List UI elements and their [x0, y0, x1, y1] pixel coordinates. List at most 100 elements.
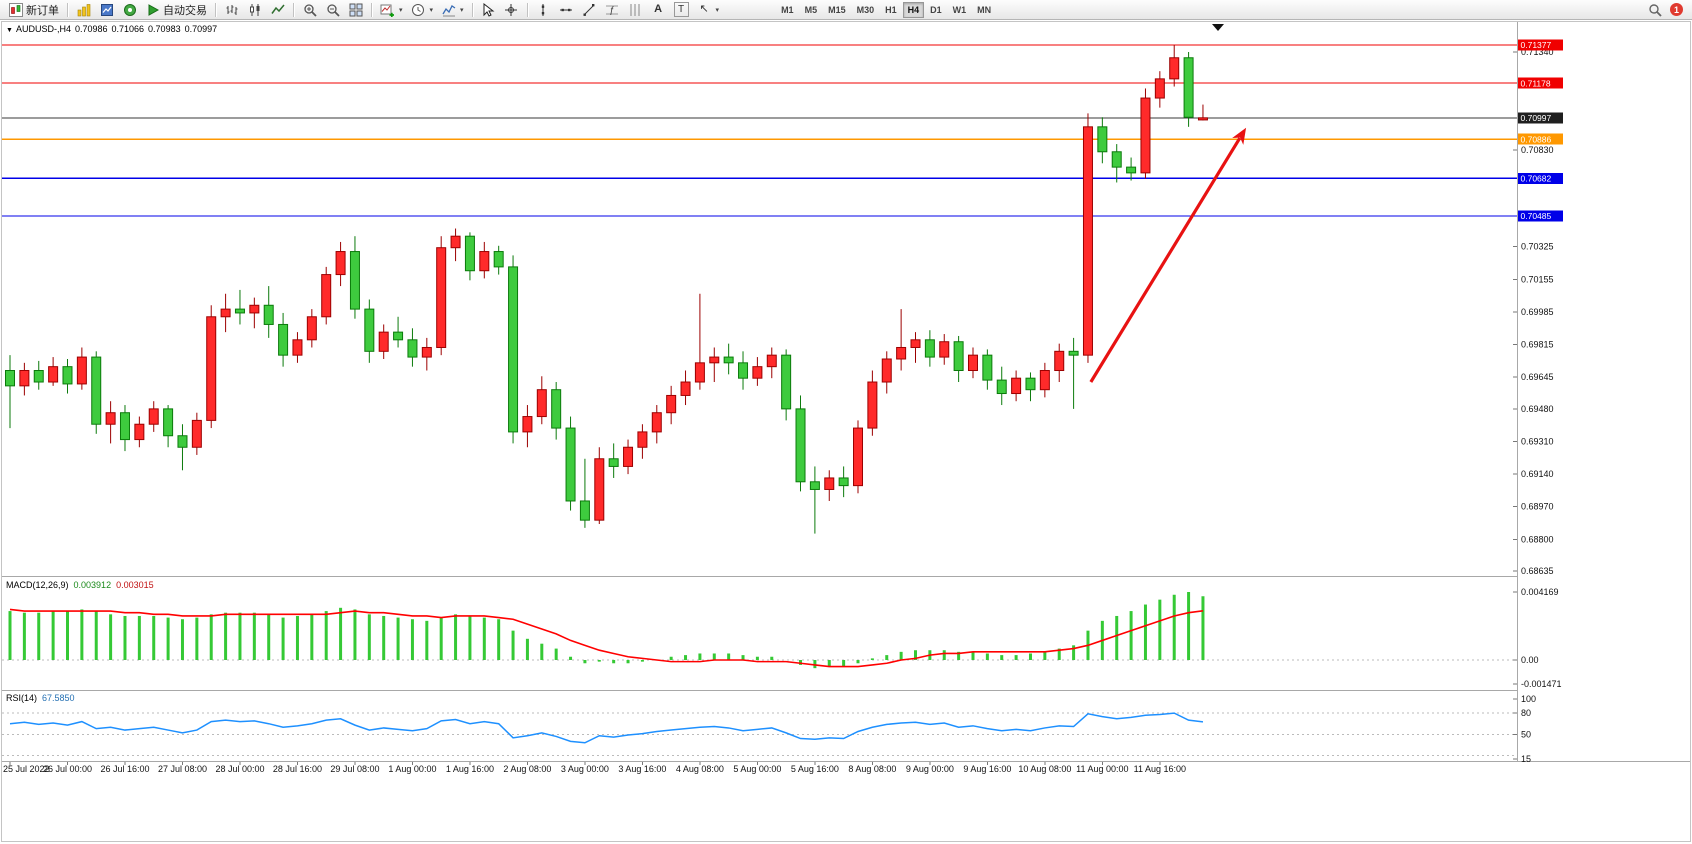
crosshair-button[interactable] — [501, 1, 522, 19]
bar-chart-button[interactable] — [221, 1, 242, 19]
search-button[interactable] — [1644, 1, 1665, 19]
macd-axis-label: -0.001471 — [1521, 679, 1562, 689]
timeframe-m1[interactable]: M1 — [776, 2, 799, 18]
candle-body — [522, 416, 533, 433]
candle-body — [824, 477, 835, 490]
time-label: 28 Jul 00:00 — [215, 764, 264, 774]
candle-body — [896, 346, 907, 360]
clock-icon — [411, 2, 426, 17]
timeframe-h1[interactable]: H1 — [880, 2, 902, 18]
candle-body — [206, 316, 217, 421]
price-tag-label: 0.70485 — [1521, 211, 1552, 221]
candle-body — [234, 308, 245, 314]
timeframe-h4[interactable]: H4 — [902, 1, 925, 18]
timeframe-m5[interactable]: M5 — [800, 2, 823, 18]
price-tag-label: 0.70997 — [1521, 113, 1552, 123]
auto-trading-button[interactable]: 自动交易 — [142, 1, 210, 19]
toolbar-separator — [293, 2, 294, 17]
candle-body — [349, 251, 360, 310]
candle-body — [1011, 377, 1022, 395]
candle-body — [781, 354, 792, 410]
search-icon — [1647, 2, 1662, 17]
new-chart-button[interactable]: ▾ — [377, 1, 406, 19]
candle-body — [637, 431, 648, 448]
candle-body — [939, 341, 950, 358]
cursor-icon — [481, 2, 496, 17]
candle-body — [191, 419, 202, 448]
new-order-label: 新订单 — [26, 4, 59, 17]
timeframe-m15[interactable]: M15 — [823, 2, 851, 18]
notification-badge[interactable]: 1 — [1670, 3, 1683, 16]
cycle-lines-icon — [628, 2, 643, 17]
trend-arrow-line[interactable] — [1089, 137, 1242, 383]
arrows-tool-button[interactable]: ↖ ▾ — [694, 1, 723, 19]
symbol-period-label: AUDUSD-,H4 — [15, 24, 71, 34]
candlestick-chart-button[interactable] — [244, 1, 265, 19]
time-label: 4 Aug 08:00 — [676, 764, 724, 774]
candle-body — [723, 356, 734, 364]
candle-body — [119, 412, 130, 441]
zoom-out-button[interactable] — [322, 1, 343, 19]
dropdown-caret[interactable]: ▾ — [460, 6, 464, 14]
candle-body — [1068, 350, 1079, 356]
timeframe-w1[interactable]: W1 — [948, 2, 972, 18]
candle-body — [752, 366, 763, 379]
timeframe-toolbar: M1 M5 M15 M30 H1 H4 D1 W1 MN — [776, 1, 996, 18]
timeframe-m30[interactable]: M30 — [852, 2, 880, 18]
line-chart-button[interactable] — [267, 1, 288, 19]
symbol-dropdown-icon[interactable]: ▼ — [6, 27, 13, 34]
price-axis-label: 0.69140 — [1521, 469, 1554, 479]
price-tag-label: 0.70682 — [1521, 173, 1552, 183]
trendline-tool-button[interactable] — [579, 1, 600, 19]
candle-body — [220, 308, 231, 318]
price-tag — [1518, 210, 1563, 222]
new-order-button[interactable]: 新订单 — [5, 1, 62, 19]
trend-arrow-head[interactable] — [1232, 127, 1247, 145]
trendline-icon — [582, 2, 597, 17]
horizontal-line-icon — [559, 2, 574, 17]
price-tag — [1518, 133, 1563, 145]
market-watch-button[interactable] — [96, 1, 117, 19]
horizontal-line-tool-button[interactable] — [556, 1, 577, 19]
candle-body — [867, 381, 878, 429]
price-axis-label: 0.69480 — [1521, 404, 1554, 414]
chart-shift-marker[interactable] — [1212, 24, 1224, 31]
vertical-line-tool-button[interactable] — [533, 1, 554, 19]
timeframe-d1[interactable]: D1 — [925, 2, 947, 18]
timeframe-mn[interactable]: MN — [972, 2, 996, 18]
candle-body — [738, 362, 749, 379]
time-label: 3 Aug 00:00 — [561, 764, 609, 774]
time-label: 2 Aug 08:00 — [503, 764, 551, 774]
time-label: 1 Aug 16:00 — [446, 764, 494, 774]
time-label: 5 Aug 00:00 — [733, 764, 781, 774]
price-tag — [1518, 172, 1563, 184]
tile-windows-button[interactable] — [345, 1, 366, 19]
candle-body — [76, 356, 87, 385]
cycle-lines-tool-button[interactable] — [625, 1, 646, 19]
text-tool-button[interactable]: A — [648, 1, 669, 19]
price-tag-label: 0.70886 — [1521, 134, 1552, 144]
fibonacci-tool-button[interactable]: ƒ — [602, 1, 623, 19]
zoom-out-icon — [325, 2, 340, 17]
new-chart-icon — [380, 2, 395, 17]
navigator-button[interactable] — [119, 1, 140, 19]
cursor-button[interactable] — [478, 1, 499, 19]
candle-body — [436, 247, 447, 348]
dropdown-caret[interactable]: ▾ — [429, 6, 434, 14]
candle-body — [91, 356, 102, 425]
candle-body — [249, 304, 260, 314]
open-value: 0.70986 — [74, 24, 108, 34]
zoom-in-button[interactable] — [299, 1, 320, 19]
dropdown-caret[interactable]: ▾ — [399, 6, 403, 14]
bar-chart-icon — [224, 2, 239, 17]
candle-body — [809, 481, 820, 490]
toolbar-separator — [67, 2, 68, 17]
candle-body — [393, 331, 404, 341]
charts-button[interactable] — [73, 1, 94, 19]
candlestick-chart-icon — [247, 2, 262, 17]
label-tool-button[interactable]: T — [671, 1, 692, 19]
dropdown-caret[interactable]: ▾ — [715, 6, 720, 14]
period-button[interactable]: ▾ — [408, 1, 437, 19]
indicators-button[interactable]: ▾ — [438, 1, 467, 19]
